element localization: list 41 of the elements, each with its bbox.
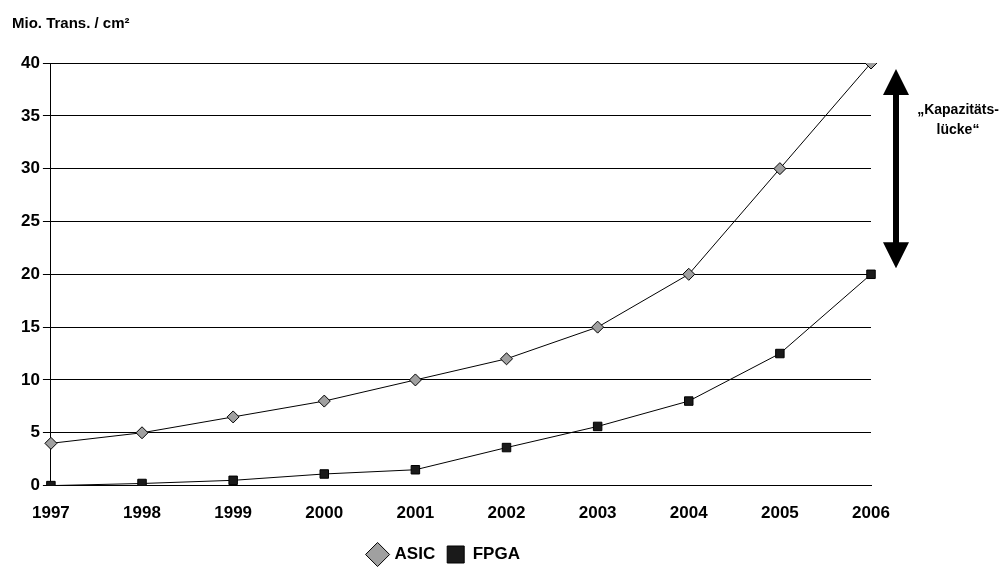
point: [135, 426, 149, 440]
y-tick-label: 35: [20, 105, 40, 125]
point: [228, 475, 238, 486]
legend-label: ASIC: [394, 544, 436, 564]
y-tick-label: 30: [20, 158, 40, 178]
point: [773, 162, 787, 176]
x-tick-label: 2001: [396, 503, 435, 523]
point: [684, 396, 694, 406]
y-tick-label: 0: [30, 475, 40, 495]
point: [226, 410, 240, 424]
point: [775, 348, 785, 359]
point: [500, 352, 514, 366]
text: „Kapazitäts- lücke“: [916, 99, 1000, 139]
y-tick-label: 15: [20, 316, 40, 336]
point: [501, 442, 512, 453]
y-tick-label: 5: [30, 422, 40, 442]
x-tick-label: 2006: [852, 503, 890, 523]
point: [592, 421, 603, 432]
x-tick-label: 1998: [123, 503, 161, 523]
x-tick-label: 2004: [669, 503, 709, 523]
x-tick-label: 2003: [578, 503, 617, 523]
x-tick-label: 1997: [32, 503, 70, 523]
y-tick-label: 20: [20, 263, 40, 283]
point: [866, 269, 876, 280]
point: [410, 465, 421, 475]
x-tick-label: 2002: [487, 503, 526, 523]
y-tick-label: 25: [20, 211, 40, 231]
point: [317, 394, 331, 408]
x-tick-label: 2000: [305, 503, 344, 523]
x-tick-label: 1999: [214, 503, 253, 523]
x-tick-label: 2005: [760, 503, 799, 523]
point: [137, 478, 147, 486]
y-tick-label: 10: [20, 369, 40, 389]
point: [44, 436, 58, 450]
legend-label: FPGA: [472, 544, 520, 564]
point: [408, 373, 422, 387]
point: [319, 469, 330, 479]
point: [682, 267, 696, 281]
point: [591, 320, 605, 334]
y-tick-label: 40: [20, 52, 40, 72]
y-axis-title: Mio. Trans. / cm²: [12, 14, 130, 31]
